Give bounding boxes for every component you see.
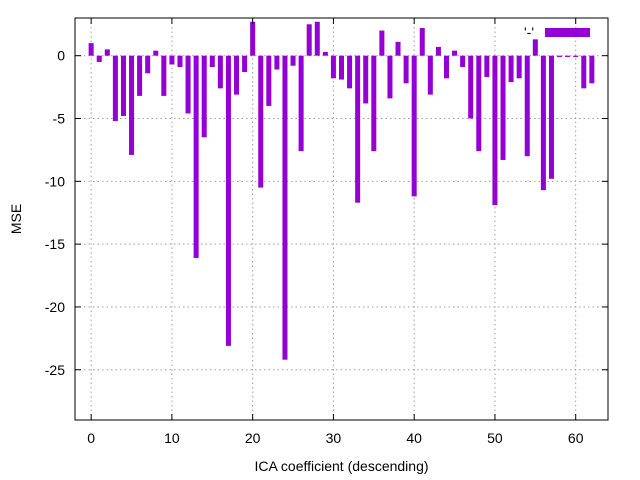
bar [225,55,231,346]
bar [209,55,215,67]
bar [540,55,546,191]
bar [589,55,595,84]
bar [573,55,579,57]
bar [500,55,506,160]
x-axis-label: ICA coefficient (descending) [254,458,428,474]
bar [516,55,522,79]
x-tick-label: 10 [164,430,180,446]
bar [250,21,256,56]
axis-ticks: 0 10 20 30 40 50 60 0 -5 -10 -15 -20 -25 [45,18,608,446]
bar [274,55,280,70]
x-tick-label: 40 [406,430,422,446]
bar [548,55,554,179]
bar [460,55,466,67]
plot-frame [74,17,609,421]
bar [185,55,191,114]
legend-swatch [545,28,590,37]
y-tick-label: 0 [57,48,65,64]
bar [298,55,304,152]
bar [322,51,328,56]
bar [88,43,94,56]
bar [169,55,175,65]
bar [581,55,587,89]
bar [508,55,514,83]
x-tick-label: 60 [568,430,584,446]
bar [120,55,126,116]
y-tick-label: -20 [45,299,65,315]
bar [193,55,199,258]
bar [145,55,151,74]
legend: '-' [524,24,590,40]
y-tick-label: -10 [45,173,65,189]
bar [137,55,143,96]
bar [411,55,417,197]
y-tick-label: -15 [45,236,65,252]
bar [112,55,118,122]
bar [452,50,458,56]
bar [476,55,482,152]
bar [338,55,345,80]
bar [371,55,377,152]
bar [387,55,393,99]
bar [403,55,409,84]
x-tick-label: 0 [87,430,95,446]
bar [347,55,353,89]
bar [161,55,167,96]
bar [468,55,474,119]
bar [129,55,135,155]
legend-label: '-' [524,24,534,40]
bar [395,41,401,56]
bar [306,24,312,56]
bar [177,55,183,67]
bar [427,55,433,95]
bar [153,50,159,56]
bar [363,55,369,104]
bar [234,55,240,95]
y-axis-label: MSE [8,204,24,234]
bar [266,55,272,106]
bar [96,55,102,62]
bar [557,55,563,57]
bar [290,55,296,66]
bar [355,55,361,203]
bar [524,55,530,157]
bar [379,30,385,56]
y-tick-label: -25 [45,362,65,378]
bar [565,55,571,57]
bar [314,21,320,56]
x-tick-label: 20 [245,430,261,446]
bar [484,55,490,78]
bar [217,55,223,89]
bar [258,55,264,188]
bar [330,55,336,79]
bar [532,39,538,56]
bar [282,55,288,360]
bar [242,55,248,73]
x-tick-label: 30 [326,430,342,446]
x-tick-label: 50 [487,430,503,446]
bar [201,55,207,138]
bar [492,55,498,206]
y-tick-label: -5 [53,111,66,127]
bar [435,46,441,56]
bar [419,28,425,56]
bar [104,49,110,56]
bar [443,55,449,79]
bar-series [88,21,595,360]
